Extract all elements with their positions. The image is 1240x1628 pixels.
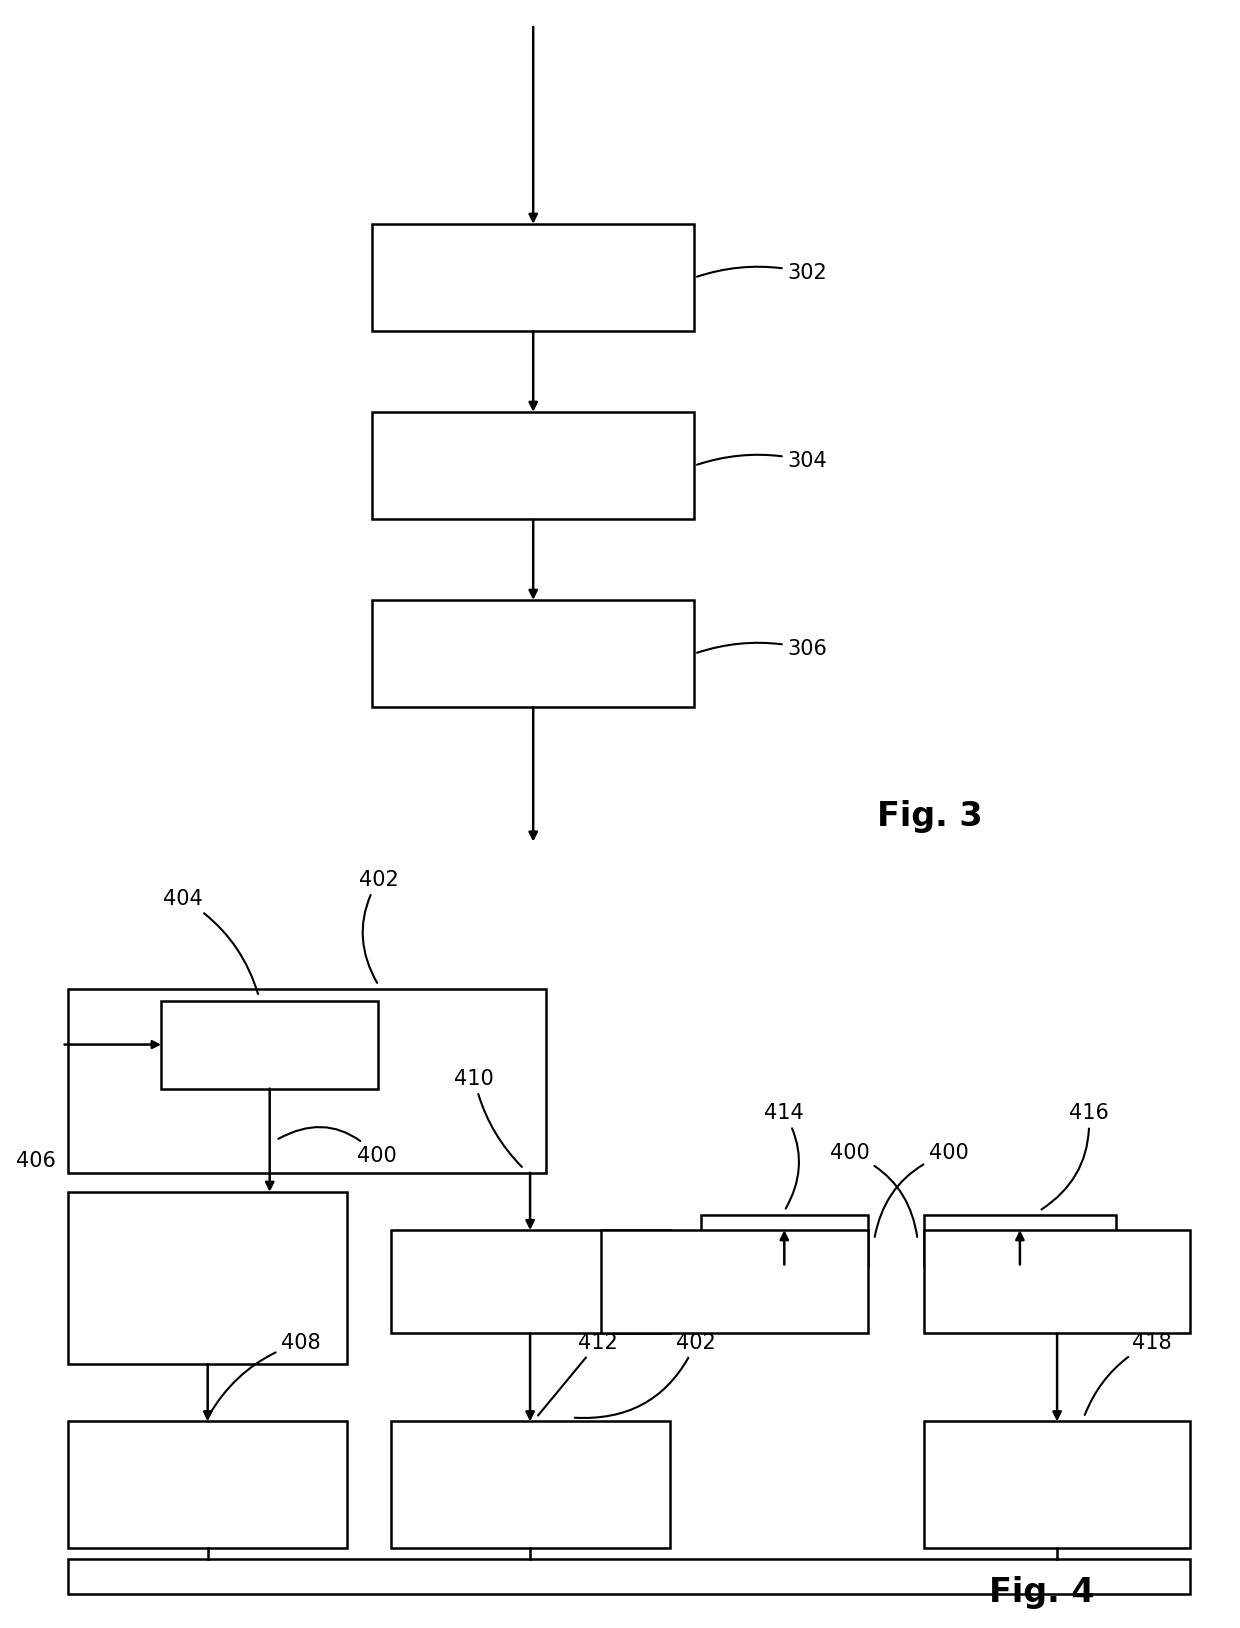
- Text: 418: 418: [1085, 1333, 1172, 1415]
- Text: 404: 404: [162, 889, 258, 995]
- Text: 400: 400: [830, 1143, 918, 1237]
- Bar: [924, 1214, 1116, 1265]
- Bar: [391, 1421, 670, 1548]
- Bar: [68, 1421, 347, 1548]
- Text: 414: 414: [764, 1104, 805, 1208]
- Text: 408: 408: [210, 1333, 320, 1415]
- Text: Fig. 4: Fig. 4: [988, 1576, 1095, 1608]
- Bar: [924, 1421, 1190, 1548]
- Text: 410: 410: [454, 1068, 522, 1167]
- Bar: [701, 1214, 868, 1265]
- Bar: [391, 1231, 670, 1333]
- Bar: [68, 1560, 1190, 1594]
- Bar: [68, 990, 546, 1172]
- Text: Fig. 3: Fig. 3: [877, 799, 983, 834]
- Bar: [601, 1231, 868, 1333]
- Bar: [68, 1192, 347, 1364]
- Text: 400: 400: [874, 1143, 968, 1237]
- Text: 402: 402: [574, 1333, 715, 1418]
- Text: 416: 416: [1042, 1104, 1109, 1210]
- Text: 304: 304: [697, 451, 827, 470]
- Text: 400: 400: [278, 1127, 397, 1166]
- Bar: [161, 1001, 378, 1089]
- Bar: [372, 223, 694, 332]
- Text: 402: 402: [358, 869, 398, 983]
- Text: 406: 406: [16, 1151, 56, 1171]
- Bar: [372, 412, 694, 519]
- Bar: [372, 601, 694, 707]
- Text: 306: 306: [697, 640, 827, 659]
- Text: 412: 412: [538, 1333, 619, 1415]
- Text: 302: 302: [697, 264, 827, 283]
- Bar: [924, 1231, 1190, 1333]
